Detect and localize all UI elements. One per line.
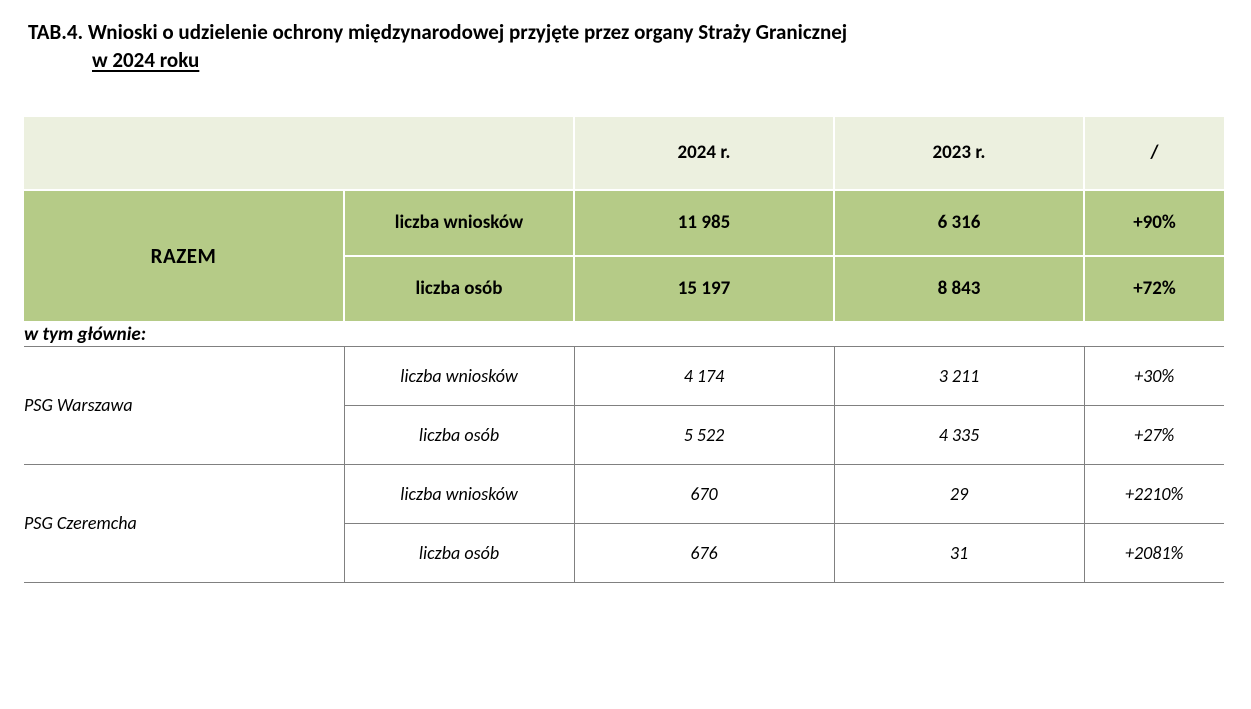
total-persons-delta: +72%	[1084, 256, 1224, 322]
total-apps-2024: 11 985	[574, 190, 834, 256]
section-label-row: w tym głównie:	[24, 322, 1224, 347]
table-row: PSG Warszawa liczba wniosków 4 174 3 211…	[24, 346, 1224, 405]
total-metric-persons: liczba osób	[344, 256, 574, 322]
row-metric-apps: liczba wniosków	[344, 346, 574, 405]
header-delta: /	[1084, 117, 1224, 190]
row-apps-2024: 670	[574, 464, 834, 523]
total-apps-2023: 6 316	[834, 190, 1084, 256]
row-persons-delta: +2081%	[1084, 523, 1224, 582]
row-persons-2023: 4 335	[834, 405, 1084, 464]
row-apps-delta: +30%	[1084, 346, 1224, 405]
row-persons-2024: 676	[574, 523, 834, 582]
row-apps-2023: 29	[834, 464, 1084, 523]
row-persons-delta: +27%	[1084, 405, 1224, 464]
title-line2: w 2024 roku	[92, 46, 199, 74]
section-label: w tym głównie:	[24, 322, 1224, 347]
total-persons-2024: 15 197	[574, 256, 834, 322]
row-metric-persons: liczba osób	[344, 405, 574, 464]
row-name: PSG Warszawa	[24, 346, 344, 464]
header-year-2023: 2023 r.	[834, 117, 1084, 190]
row-apps-delta: +2210%	[1084, 464, 1224, 523]
header-year-2024: 2024 r.	[574, 117, 834, 190]
row-apps-2023: 3 211	[834, 346, 1084, 405]
row-metric-apps: liczba wniosków	[344, 464, 574, 523]
data-table: 2024 r. 2023 r. / RAZEM liczba wniosków …	[24, 117, 1224, 583]
total-apps-delta: +90%	[1084, 190, 1224, 256]
row-name: PSG Czeremcha	[24, 464, 344, 582]
row-apps-2024: 4 174	[574, 346, 834, 405]
total-metric-apps: liczba wniosków	[344, 190, 574, 256]
total-persons-2023: 8 843	[834, 256, 1084, 322]
row-metric-persons: liczba osób	[344, 523, 574, 582]
title-line1: TAB.4. Wnioski o udzielenie ochrony międ…	[28, 19, 847, 45]
header-blank	[24, 117, 574, 190]
table-row: PSG Czeremcha liczba wniosków 670 29 +22…	[24, 464, 1224, 523]
table-header-row: 2024 r. 2023 r. /	[24, 117, 1224, 190]
table-title: TAB.4. Wnioski o udzielenie ochrony międ…	[28, 18, 1229, 75]
total-row-apps: RAZEM liczba wniosków 11 985 6 316 +90%	[24, 190, 1224, 256]
total-name: RAZEM	[24, 190, 344, 322]
row-persons-2024: 5 522	[574, 405, 834, 464]
row-persons-2023: 31	[834, 523, 1084, 582]
